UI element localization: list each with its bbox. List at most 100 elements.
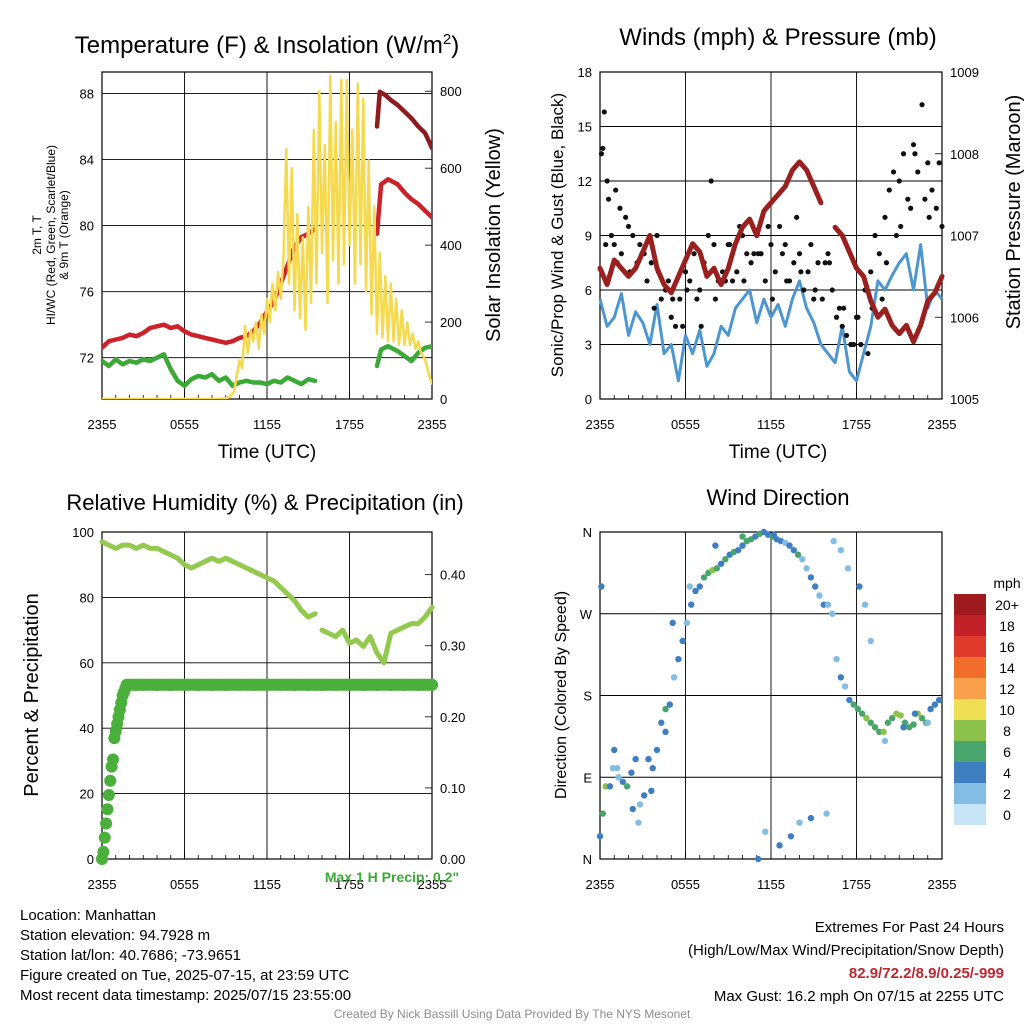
extremes-info: Extremes For Past 24 Hours (High/Low/Max… (688, 916, 1004, 1008)
gust-point (805, 269, 811, 275)
direction-point (683, 619, 691, 627)
direction-point (807, 814, 815, 822)
y-tick-label: 76 (80, 285, 94, 300)
gust-point (855, 314, 861, 320)
gust-point (929, 187, 935, 193)
gust-point (798, 269, 804, 275)
direction-point (846, 696, 853, 704)
rh-line-2 (319, 604, 435, 666)
y-right-tick-label: 0.30 (440, 639, 465, 654)
chart-title: Wind Direction (706, 485, 849, 510)
legend-swatch (954, 678, 986, 699)
gust-point (822, 260, 828, 266)
y-tick-label: 80 (80, 219, 94, 234)
direction-point (596, 833, 604, 840)
direction-point (635, 819, 642, 826)
y-right-tick-label: 800 (440, 84, 462, 99)
direction-point (662, 705, 669, 713)
y-tick-label: 88 (80, 86, 94, 101)
direction-point (867, 719, 874, 726)
direction-point (696, 583, 703, 590)
legend-swatch (954, 804, 986, 825)
legend-label: 14 (999, 660, 1015, 676)
gust-point (900, 151, 907, 157)
direction-point (829, 610, 836, 617)
gust-point (829, 287, 835, 293)
gust-point (668, 314, 674, 320)
gust-point (912, 151, 918, 157)
gust-point (833, 314, 840, 320)
x-tick-label: 1755 (335, 417, 364, 432)
direction-point (796, 819, 803, 826)
direction-point (609, 764, 617, 772)
direction-point (599, 810, 607, 817)
gust-point (618, 251, 624, 257)
gust-point (776, 223, 783, 230)
direction-point (833, 655, 840, 663)
y-tick-label: 9 (585, 229, 592, 244)
y-tick-label: E (583, 770, 592, 785)
x-tick-label: 0555 (170, 417, 199, 432)
y-tick-label: 20 (80, 787, 94, 802)
gust-point (748, 260, 754, 266)
direction-point (863, 715, 870, 722)
direction-point (636, 801, 644, 808)
y-tick-label: N (583, 852, 592, 867)
gust-point (819, 296, 825, 302)
direction-point (927, 705, 934, 713)
direction-point (861, 601, 869, 608)
y-tick-label: 80 (80, 590, 94, 605)
y-right-tick-label: 200 (440, 315, 462, 330)
precip-point (100, 817, 113, 830)
gust-point (603, 241, 609, 248)
direction-point (653, 746, 661, 754)
legend-label: 0 (1003, 807, 1011, 823)
gust-point (865, 350, 871, 357)
gust-point (801, 287, 807, 293)
direction-point (841, 683, 849, 690)
direction-point (649, 764, 656, 772)
y-tick-label: 12 (578, 174, 592, 189)
direction-point (770, 531, 778, 538)
gust-point (908, 205, 914, 211)
pressure-line-1 (597, 159, 824, 296)
y-right-axis-label: Station Pressure (Maroon) (1003, 95, 1024, 330)
direction-point (776, 842, 783, 849)
gust-point (682, 269, 689, 275)
gust-point (769, 296, 776, 302)
gust-point (922, 196, 928, 202)
gust-point (708, 178, 714, 184)
direction-point (666, 701, 674, 708)
extremes-values: 82.9/72.2/8.9/0.25/-999 (848, 965, 1004, 982)
gust-point (630, 232, 636, 239)
legend-swatch (954, 762, 986, 783)
y-tick-label: 100 (72, 525, 94, 540)
direction-point (606, 783, 614, 790)
gust-point (839, 323, 845, 329)
y-tick-label: 72 (80, 351, 94, 366)
direction-point (670, 674, 678, 681)
direction-point (669, 619, 676, 627)
extremes-legend: (High/Low/Max Wind/Precipitation/Snow De… (688, 942, 1004, 959)
series-line-3 (374, 89, 432, 151)
gust-point (684, 287, 690, 293)
gust-point (677, 296, 683, 302)
gust-point (601, 109, 607, 115)
gust-point (617, 205, 623, 211)
y-right-tick-label: 1007 (950, 229, 979, 244)
series-line-4 (102, 352, 318, 389)
gust-point (611, 241, 617, 248)
chart-title: Relative Humidity (%) & Precipitation (i… (66, 490, 463, 515)
x-tick-label: 2355 (586, 417, 615, 432)
gust-point (825, 251, 831, 257)
gust-point (876, 251, 882, 257)
legend-swatch (954, 741, 986, 762)
legend-swatch (954, 615, 986, 636)
gust-point (841, 305, 847, 311)
gust-point (919, 102, 925, 108)
x-tick-label: 2355 (586, 877, 615, 892)
direction-point (717, 560, 725, 567)
gust-point (893, 232, 900, 239)
gust-point (697, 287, 703, 293)
